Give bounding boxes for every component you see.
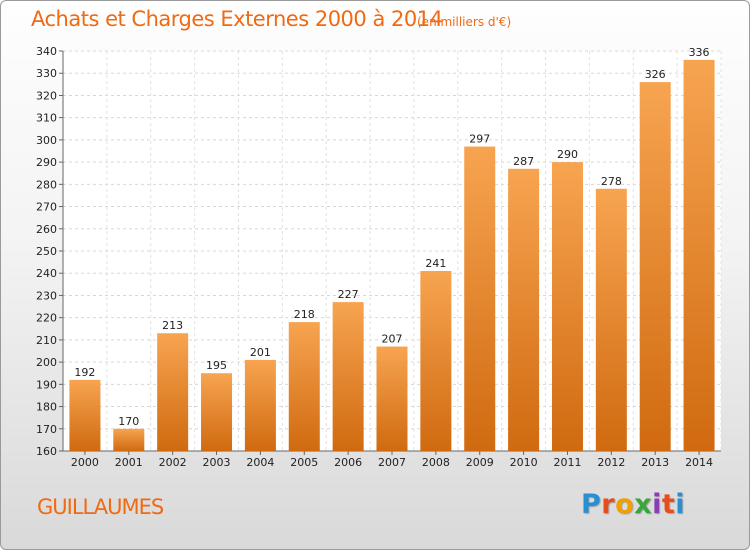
bar-2009 [464, 146, 496, 452]
bar-2003 [201, 373, 233, 451]
y-tick-label: 340 [36, 45, 57, 58]
value-label-2008: 241 [425, 257, 446, 270]
logo-letter: i [675, 489, 686, 520]
bars [69, 59, 715, 452]
x-tick-label-2001: 2001 [115, 456, 143, 469]
bar-2005 [288, 322, 320, 451]
x-tick-label-2011: 2011 [553, 456, 581, 469]
value-label-2000: 192 [74, 366, 95, 379]
y-tick-label: 170 [36, 423, 57, 436]
x-tick-label-2002: 2002 [159, 456, 187, 469]
value-label-2007: 207 [382, 333, 403, 346]
logo-letter: i [652, 489, 662, 520]
y-tick-label: 280 [36, 178, 57, 191]
bar-2006 [332, 302, 364, 451]
y-tick-label: 200 [36, 356, 57, 369]
logo-letter: P [581, 489, 602, 520]
x-tick-label-2008: 2008 [422, 456, 450, 469]
y-tick-label: 220 [36, 312, 57, 325]
y-tick-label: 330 [36, 67, 57, 80]
x-tick-label-2004: 2004 [246, 456, 274, 469]
value-label-2001: 170 [118, 415, 139, 428]
x-tick-label-2006: 2006 [334, 456, 362, 469]
logo-letter: x [634, 489, 653, 520]
bar-2014 [683, 59, 715, 452]
value-label-2002: 213 [162, 319, 183, 332]
bar-2007 [376, 346, 408, 451]
bar-2002 [157, 333, 189, 451]
y-tick-label: 230 [36, 289, 57, 302]
y-tick-label: 260 [36, 223, 57, 236]
labels: 160 170 180 190 200 210 220 230 240 250 260 270 280 2… [36, 45, 713, 469]
value-label-2004: 201 [250, 346, 271, 359]
y-tick-label: 210 [36, 334, 57, 347]
y-tick-label: 290 [36, 156, 57, 169]
x-tick-label-2013: 2013 [641, 456, 669, 469]
bar-2004 [244, 359, 276, 451]
logo-letter: t [661, 489, 676, 520]
value-label-2011: 290 [557, 148, 578, 161]
bar-2001 [113, 428, 145, 451]
x-tick-label-2014: 2014 [685, 456, 713, 469]
value-label-2013: 326 [645, 68, 666, 81]
value-label-2003: 195 [206, 359, 227, 372]
bar-2000 [69, 379, 101, 451]
y-tick-label: 300 [36, 134, 57, 147]
y-tick-label: 160 [36, 445, 57, 458]
value-label-2009: 297 [469, 133, 490, 146]
bar-2011 [551, 162, 583, 451]
x-tick-label-2007: 2007 [378, 456, 406, 469]
logo-letter: r [601, 489, 616, 520]
y-tick-label: 190 [36, 378, 57, 391]
proxiti-logo: Proxiti [581, 489, 685, 520]
logo-letter: o [615, 489, 635, 520]
value-label-2012: 278 [601, 175, 622, 188]
value-label-2005: 218 [294, 308, 315, 321]
y-tick-label: 180 [36, 401, 57, 414]
value-label-2006: 227 [338, 288, 359, 301]
chart-title: Achats et Charges Externes 2000 à 2014 [31, 7, 443, 31]
x-tick-label-2005: 2005 [290, 456, 318, 469]
bar-2012 [595, 188, 627, 451]
chart-subtitle: (en milliers d'€) [417, 15, 512, 29]
y-tick-label: 250 [36, 245, 57, 258]
value-label-2014: 336 [689, 46, 710, 59]
y-tick-label: 320 [36, 89, 57, 102]
value-label-2010: 287 [513, 155, 534, 168]
bar-2010 [508, 168, 540, 451]
bar-2013 [639, 82, 671, 451]
y-tick-label: 310 [36, 112, 57, 125]
y-tick-label: 240 [36, 267, 57, 280]
bar-2008 [420, 271, 452, 451]
x-tick-label-2010: 2010 [510, 456, 538, 469]
y-tick-label: 270 [36, 201, 57, 214]
x-tick-label-2012: 2012 [597, 456, 625, 469]
x-tick-label-2003: 2003 [203, 456, 231, 469]
commune-name: GUILLAUMES [37, 495, 164, 519]
x-tick-label-2000: 2000 [71, 456, 99, 469]
x-tick-label-2009: 2009 [466, 456, 494, 469]
